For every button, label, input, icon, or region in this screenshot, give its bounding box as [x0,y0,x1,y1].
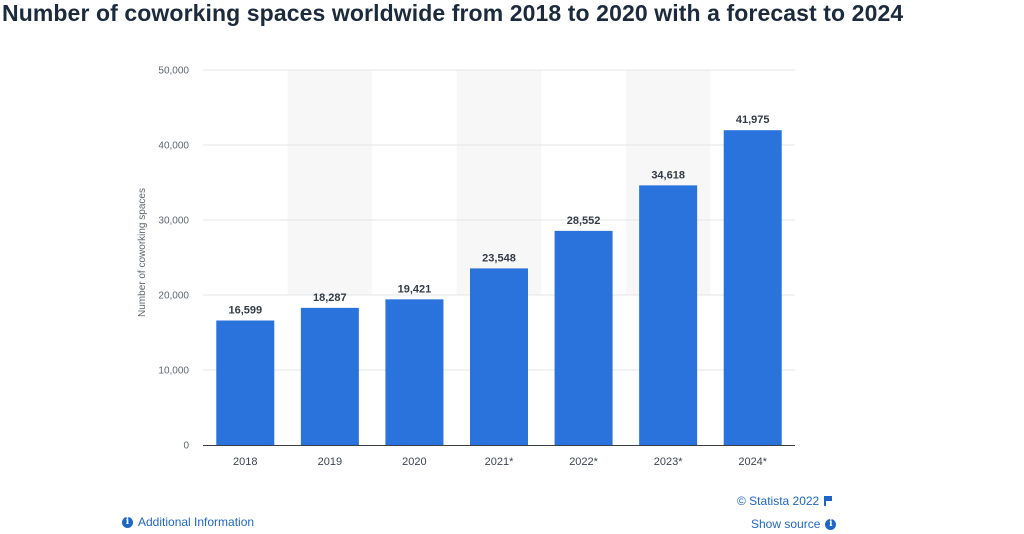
bar-value-label: 18,287 [313,292,347,304]
x-axis-ticks: 2018 2019 2020 2021* 2022* 2023* 2024* [233,456,768,468]
x-tick-label: 2022* [569,456,598,468]
bar[interactable] [554,230,613,445]
y-axis-ticks: 0 10,000 20,000 30,000 40,000 50,000 [158,66,189,452]
bar[interactable] [723,130,782,445]
bars [216,130,782,446]
chart-title: Number of coworking spaces worldwide fro… [2,0,904,26]
y-tick-label: 50,000 [158,66,189,77]
flag-icon [824,496,832,506]
background-band [456,70,542,295]
statista-credit[interactable]: © Statista 2022 [737,494,832,508]
bar-value-label: 16,599 [228,305,262,317]
credit-label: © Statista 2022 [737,494,820,508]
value-labels: 16,599 18,287 19,421 23,548 28,552 34,618 41,9… [228,114,769,316]
bar-value-label: 23,548 [482,252,516,264]
additional-information-label: Additional Information [138,515,255,529]
additional-information-link[interactable]: i Additional Information [122,515,254,529]
bar-value-label: 41,975 [736,114,770,126]
y-tick-label: 30,000 [158,216,189,227]
bar-value-label: 34,618 [651,169,685,181]
x-tick-label: 2024* [738,456,767,468]
bar[interactable] [470,268,528,445]
bar[interactable] [216,320,275,445]
x-tick-label: 2018 [233,456,257,468]
bar[interactable] [385,299,444,445]
bar[interactable] [639,185,698,446]
info-icon: i [825,518,837,530]
x-tick-label: 2019 [318,456,342,468]
bar-value-label: 19,421 [398,283,432,295]
y-tick-label: 0 [183,441,189,452]
y-tick-label: 40,000 [158,141,189,152]
info-icon: i [122,516,133,528]
y-axis-label: Number of coworking spaces [137,188,148,317]
show-source-link[interactable]: Show source i [751,517,837,531]
show-source-label: Show source [751,517,821,531]
bar[interactable] [300,307,359,445]
bar-value-label: 28,552 [567,215,601,227]
y-tick-label: 20,000 [158,291,189,302]
y-tick-label: 10,000 [158,366,189,377]
x-tick-label: 2020 [402,456,426,468]
x-tick-label: 2023* [654,456,683,468]
background-band [287,70,373,295]
x-tick-label: 2021* [485,456,514,468]
